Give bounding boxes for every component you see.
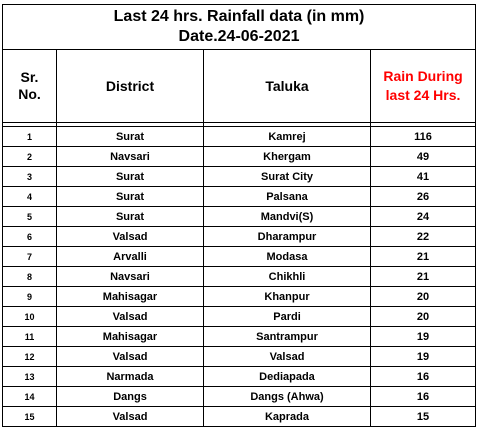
sr-cell: 1 [2, 126, 57, 147]
header-row: Sr. No. District Taluka Rain During last… [2, 49, 477, 123]
header-rain-line-1: Rain During [383, 68, 463, 84]
header-sr-line-2: No. [18, 86, 41, 102]
taluka-cell: Mandvi(S) [203, 206, 371, 227]
rain-cell: 21 [369, 246, 477, 267]
district-cell: Narmada [56, 366, 204, 387]
rain-cell: 24 [369, 206, 477, 227]
taluka-cell: Khergam [203, 146, 371, 167]
rainfall-table: Last 24 hrs. Rainfall data (in mm) Date.… [1, 4, 477, 427]
district-cell: Surat [56, 166, 204, 187]
taluka-cell: Pardi [203, 306, 371, 327]
taluka-cell: Dharampur [203, 226, 371, 247]
taluka-cell: Palsana [203, 186, 371, 207]
rain-cell: 20 [369, 306, 477, 327]
sr-cell: 3 [2, 166, 57, 187]
taluka-cell: Kaprada [203, 406, 371, 427]
sr-cell: 15 [2, 406, 57, 427]
district-cell: Dangs [56, 386, 204, 407]
title-line-1: Last 24 hrs. Rainfall data (in mm) [113, 8, 365, 25]
table-row: 11 Mahisagar Santrampur 19 [2, 326, 477, 347]
table-row: 5 Surat Mandvi(S) 24 [2, 206, 477, 227]
table-row: 6 Valsad Dharampur 22 [2, 226, 477, 247]
rain-cell: 21 [369, 266, 477, 287]
table-row: 10 Valsad Pardi 20 [2, 306, 477, 327]
taluka-cell: Valsad [203, 346, 371, 367]
taluka-cell: Dediapada [203, 366, 371, 387]
sr-cell: 6 [2, 226, 57, 247]
district-cell: Surat [56, 126, 204, 147]
district-cell: Surat [56, 206, 204, 227]
district-cell: Mahisagar [56, 286, 204, 307]
taluka-cell: Santrampur [203, 326, 371, 347]
table-row: 14 Dangs Dangs (Ahwa) 16 [2, 386, 477, 407]
district-cell: Mahisagar [56, 326, 204, 347]
rain-cell: 22 [369, 226, 477, 247]
table-row: 2 Navsari Khergam 49 [2, 146, 477, 167]
table-row: 7 Arvalli Modasa 21 [2, 246, 477, 267]
district-cell: Valsad [56, 346, 204, 367]
rain-cell: 49 [369, 146, 477, 167]
taluka-cell: Khanpur [203, 286, 371, 307]
district-cell: Navsari [56, 146, 204, 167]
title-line-2: Date.24-06-2021 [178, 28, 300, 45]
rain-cell: 116 [369, 126, 477, 147]
table-row: 9 Mahisagar Khanpur 20 [2, 286, 477, 307]
header-taluka: Taluka [203, 49, 371, 123]
rain-cell: 26 [369, 186, 477, 207]
sr-cell: 14 [2, 386, 57, 407]
district-cell: Valsad [56, 226, 204, 247]
table-row: 3 Surat Surat City 41 [2, 166, 477, 187]
sr-cell: 12 [2, 346, 57, 367]
district-cell: Valsad [56, 406, 204, 427]
header-rain-line-2: last 24 Hrs. [385, 87, 461, 103]
rain-cell: 16 [369, 386, 477, 407]
rain-cell: 20 [369, 286, 477, 307]
district-cell: Navsari [56, 266, 204, 287]
table-row: 12 Valsad Valsad 19 [2, 346, 477, 367]
sr-cell: 8 [2, 266, 57, 287]
taluka-cell: Kamrej [203, 126, 371, 147]
header-district: District [56, 49, 204, 123]
sr-cell: 13 [2, 366, 57, 387]
rain-cell: 16 [369, 366, 477, 387]
sr-cell: 10 [2, 306, 57, 327]
sr-cell: 2 [2, 146, 57, 167]
title-row: Last 24 hrs. Rainfall data (in mm) Date.… [1, 4, 477, 50]
taluka-cell: Chikhli [203, 266, 371, 287]
sr-cell: 5 [2, 206, 57, 227]
header-sr-no: Sr. No. [2, 49, 57, 123]
table-row: 8 Navsari Chikhli 21 [2, 266, 477, 287]
sr-cell: 9 [2, 286, 57, 307]
rain-cell: 19 [369, 346, 477, 367]
sr-cell: 4 [2, 186, 57, 207]
header-rain: Rain During last 24 Hrs. [369, 49, 477, 123]
rain-cell: 15 [369, 406, 477, 427]
taluka-cell: Dangs (Ahwa) [203, 386, 371, 407]
table-row: 15 Valsad Kaprada 15 [2, 406, 477, 427]
sr-cell: 11 [2, 326, 57, 347]
sr-cell: 7 [2, 246, 57, 267]
taluka-cell: Surat City [203, 166, 371, 187]
taluka-cell: Modasa [203, 246, 371, 267]
header-sr-line-1: Sr. [20, 69, 39, 85]
rain-cell: 19 [369, 326, 477, 347]
table-row: 1 Surat Kamrej 116 [2, 126, 477, 147]
table-title: Last 24 hrs. Rainfall data (in mm) Date.… [1, 4, 477, 50]
table-row: 4 Surat Palsana 26 [2, 186, 477, 207]
district-cell: Arvalli [56, 246, 204, 267]
rainfall-table-body: Last 24 hrs. Rainfall data (in mm) Date.… [1, 4, 477, 427]
table-row: 13 Narmada Dediapada 16 [2, 366, 477, 387]
district-cell: Valsad [56, 306, 204, 327]
district-cell: Surat [56, 186, 204, 207]
rain-cell: 41 [369, 166, 477, 187]
